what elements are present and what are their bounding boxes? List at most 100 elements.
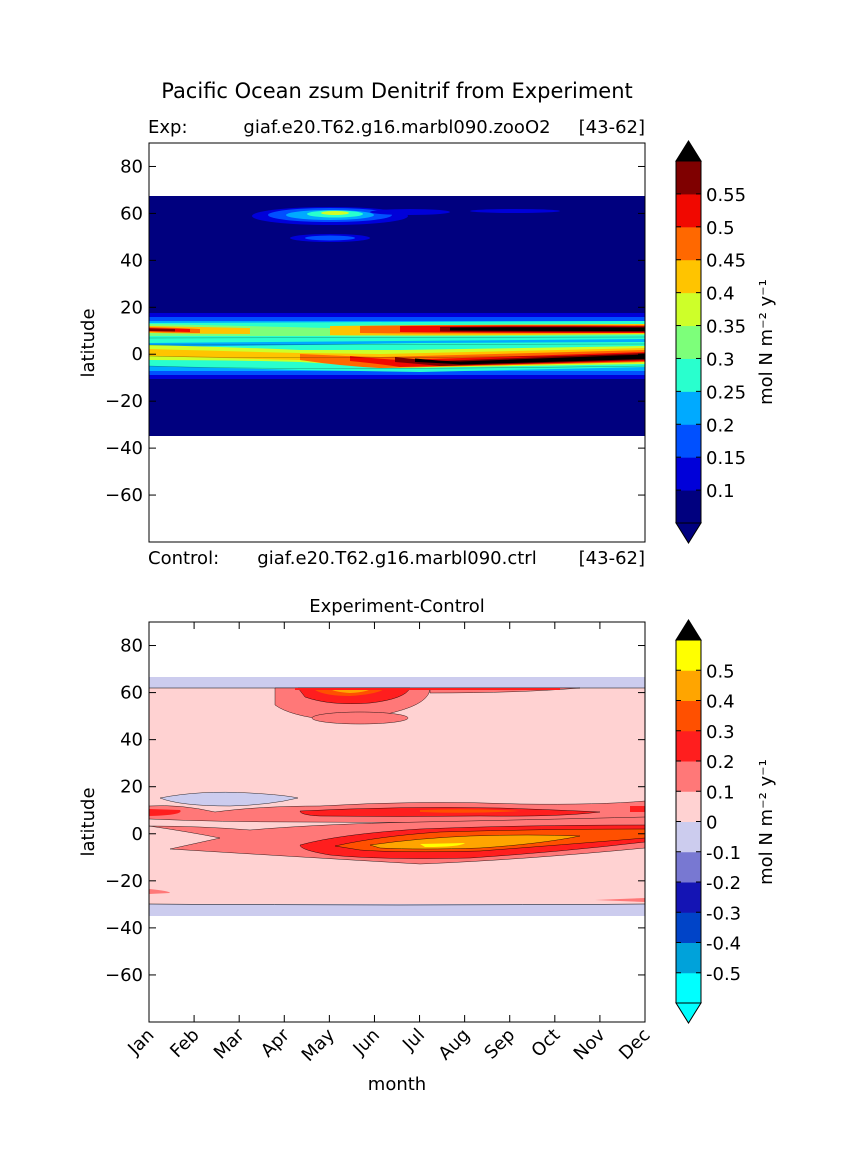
panel0-colorbar-segment <box>676 457 701 491</box>
panel1-colorbar-tick-label: -0.2 <box>706 873 741 894</box>
top-north-patch <box>252 207 560 242</box>
panel1-ytick-label: −40 <box>105 918 143 939</box>
bottom-colorbar-label: mol N m⁻² y⁻¹ <box>756 759 777 885</box>
panel0-colorbar-segment <box>676 424 701 458</box>
panel0-ytick-label: −40 <box>105 438 143 459</box>
panel0-colorbar-tick-label: 0.1 <box>706 481 735 502</box>
bottom-field-edge-bottom <box>149 902 645 916</box>
top-colorbar-label: mol N m⁻² y⁻¹ <box>756 279 777 405</box>
panel0-colorbar-tick-label: 0.3 <box>706 349 735 370</box>
panel1-colorbar-segment <box>676 640 701 671</box>
panel1-colorbar-tick-label: 0.2 <box>706 752 735 773</box>
panel1-colorbar-tick-label: 0.1 <box>706 782 735 803</box>
bottom-equatorial-band <box>149 816 645 865</box>
xtick-label: Jan <box>123 1025 158 1060</box>
exp-years: [43-62] <box>579 117 645 138</box>
bottom-field-edge-top <box>149 677 645 689</box>
panel0-colorbar-tick-label: 0.5 <box>706 218 735 239</box>
bottom-y-axis: 80 60 40 20 0 −20 −40 −60 <box>105 636 645 986</box>
top-ylabel: latitude <box>78 308 99 377</box>
exp-name: giaf.e20.T62.g16.marbl090.zooO2 <box>243 117 550 138</box>
panel1-colorbar-segment <box>676 972 701 1004</box>
panel0-colorbar-tick-label: 0.2 <box>706 415 735 436</box>
panel0-colorbar-frame <box>675 160 702 524</box>
panel0-colorbar-segment <box>676 259 701 294</box>
top-y-axis: 80 60 40 20 0 −20 −40 −60 <box>105 156 645 506</box>
bottom-title: Experiment-Control <box>309 596 485 617</box>
top-colorbar: 0.1 0.15 0.2 0.25 0.3 0.35 0.4 0.45 0.5 0.55 <box>675 140 746 544</box>
panel1-colorbar-tick-label: -0.1 <box>706 843 741 864</box>
bottom-north-patch <box>274 687 581 725</box>
xtick-label: Dec <box>615 1025 654 1064</box>
panel1-ytick-label: 80 <box>120 636 143 657</box>
panel1-colorbar-tick-label: 0.3 <box>706 722 735 743</box>
panel0-colorbar-tick-label: 0.4 <box>706 284 735 305</box>
panel0-ytick-label: 40 <box>120 250 143 271</box>
panel0-colorbar-tick-label: 0.25 <box>706 382 746 403</box>
panel1-ytick-label: −60 <box>105 965 143 986</box>
panel1-ytick-label: 60 <box>120 683 143 704</box>
panel1-colorbar-segment <box>676 730 701 762</box>
top-tropical-bands <box>149 313 645 379</box>
ctrl-label: Control: <box>148 548 219 569</box>
panel1-colorbar-tick-label: 0 <box>706 813 717 834</box>
xtick-label: Aug <box>434 1025 474 1065</box>
panel0-ytick-label: 80 <box>120 156 143 177</box>
panel0-colorbar-tick-label: 0.55 <box>706 185 746 206</box>
panel1-colorbar-segment <box>676 942 701 974</box>
panel0-colorbar-under-extension <box>675 522 702 544</box>
panel0-colorbar-segment <box>676 226 701 261</box>
xtick-label: Oct <box>527 1025 564 1062</box>
panel0-ytick-label: 20 <box>120 297 143 318</box>
panel1-ytick-label: 40 <box>120 730 143 751</box>
panel1-colorbar-segment <box>676 882 701 913</box>
xtick-label: Feb <box>166 1025 203 1062</box>
xtick-label: Apr <box>257 1024 294 1061</box>
xtick-label: Jul <box>398 1025 429 1056</box>
panel1-colorbar-tick-label: -0.5 <box>706 964 741 985</box>
panel0-colorbar-segment <box>676 325 701 359</box>
panel0-colorbar-tick-label: 0.45 <box>706 251 746 272</box>
exp-label: Exp: <box>148 117 188 138</box>
panel0-colorbar-segment <box>676 490 701 524</box>
xtick-label: Jun <box>349 1025 384 1060</box>
panel1-ytick-label: 20 <box>120 777 143 798</box>
panel1-colorbar-segment <box>676 791 701 822</box>
panel0-ytick-label: 0 <box>132 344 143 365</box>
xtick-label: May <box>298 1024 339 1065</box>
panel0-colorbar-segment <box>676 161 701 195</box>
panel0-colorbar-segment <box>676 292 701 327</box>
panel1-colorbar-segment <box>676 912 701 943</box>
panel1-colorbar-tick-label: 0.4 <box>706 692 735 713</box>
panel0-colorbar-segment <box>676 193 701 228</box>
experiment-panel: 80 60 40 20 0 −20 −40 −60 latitude <box>78 142 646 543</box>
panel1-colorbar-tick-label: -0.4 <box>706 934 741 955</box>
panel1-colorbar-over-extension <box>675 619 702 641</box>
bottom-colorbar: -0.5 -0.4 -0.3 -0.2 -0.1 0 0.1 0.2 0.3 0.4 0.5 <box>675 619 741 1024</box>
bottom-negative-blob <box>159 791 299 807</box>
panel1-colorbar-under-extension <box>675 1002 702 1024</box>
panel0-colorbar-over-extension <box>675 140 702 162</box>
panel0-colorbar-tick-label: 0.35 <box>706 317 746 338</box>
panel1-colorbar-segment <box>676 761 701 792</box>
xtick-label: Sep <box>480 1025 519 1064</box>
panel0-colorbar-segment <box>676 391 701 425</box>
bottom-10N-band <box>149 800 645 825</box>
panel0-colorbar-tick-label: 0.15 <box>706 448 746 469</box>
panel0-ytick-label: −20 <box>105 391 143 412</box>
difference-panel: 80 60 40 20 0 −20 −40 −60 Jan Feb Mar Apr May Jun Jul… <box>78 621 655 1095</box>
xtick-label: Mar <box>210 1024 249 1063</box>
ctrl-name: giaf.e20.T62.g16.marbl090.ctrl <box>257 548 536 569</box>
panel0-ytick-label: −60 <box>105 485 143 506</box>
xtick-label: Nov <box>570 1024 610 1064</box>
bottom-ylabel: latitude <box>78 787 99 856</box>
ctrl-years: [43-62] <box>579 548 645 569</box>
panel0-colorbar-segment <box>676 358 701 392</box>
panel1-ytick-label: 0 <box>132 824 143 845</box>
panel1-colorbar-segment <box>676 851 701 883</box>
panel1-colorbar-segment <box>676 821 701 853</box>
panel0-ytick-label: 60 <box>120 203 143 224</box>
panel1-colorbar-tick-label: 0.5 <box>706 661 735 682</box>
panel1-colorbar-tick-label: -0.3 <box>706 903 741 924</box>
